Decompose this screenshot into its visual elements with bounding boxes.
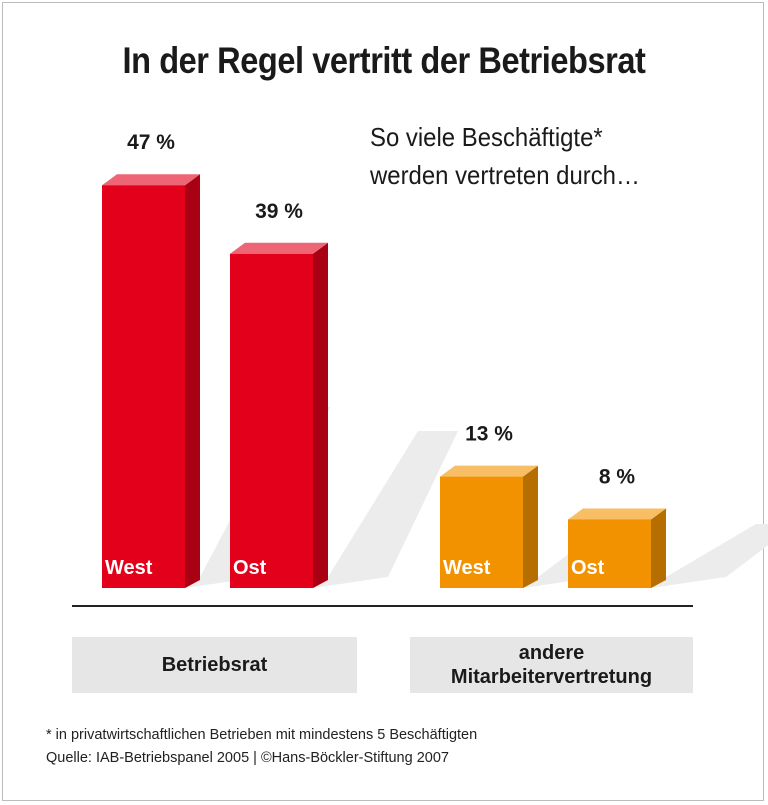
bar-top [568,508,666,520]
category-label-andere: andere Mitarbeitervertretung [410,637,693,693]
bar-value-label: 13 % [465,423,513,446]
bar-category-label: Ost [233,557,267,579]
category-label-betriebsrat: Betriebsrat [72,637,357,693]
chart-subtitle: So viele Beschäftigte* werden vertreten … [370,118,640,194]
bar-1-0 [440,476,523,588]
bar-top [102,174,200,186]
bar-value-label: 47 % [127,131,175,154]
source: Quelle: IAB-Betriebspanel 2005 | ©Hans-B… [46,750,449,766]
bar-side [313,242,328,588]
bar-category-label: West [443,557,491,579]
bar-value-label: 8 % [599,465,636,488]
bar-side [185,174,200,588]
bar-shadow [651,524,768,588]
bar-side [651,508,666,588]
footnote: * in privatwirtschaftlichen Betrieben mi… [46,727,478,743]
bar-category-label: Ost [571,557,605,579]
bar-value-label: 39 % [255,200,303,223]
bar-shadow [313,431,458,588]
subtitle-text: So viele Beschäftigte* werden vertreten … [370,122,640,190]
bar-top [440,465,538,477]
bar-1-1 [568,519,651,588]
bar-0-1 [230,253,313,588]
bar-side [523,465,538,588]
chart-title: In der Regel vertritt der Betriebsrat [122,40,646,81]
bar-category-label: West [105,557,153,579]
bar-top [230,242,328,254]
bar-0-0 [102,185,185,588]
